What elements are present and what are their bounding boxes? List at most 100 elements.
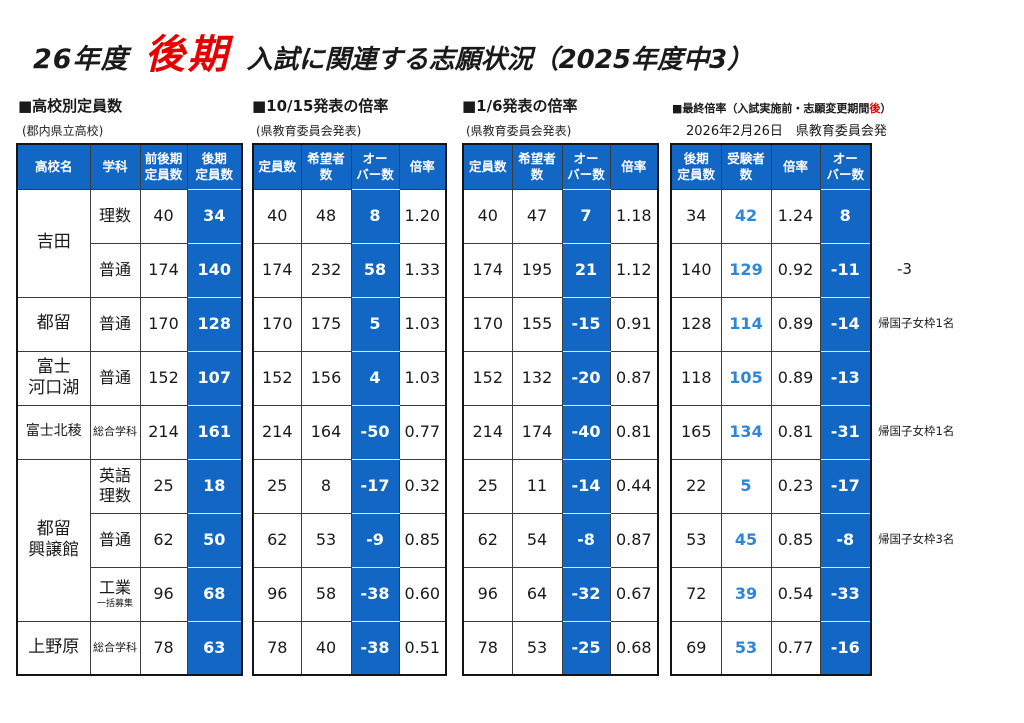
section-heading-capacity: ■高校別定員数 (18, 97, 123, 115)
capacity-cell: 40 (252, 188, 302, 244)
over-count-cell: -31 (819, 404, 872, 460)
over-count-cell: -14 (561, 458, 611, 514)
oct15-row: 40 48 8 1.20 (252, 188, 447, 244)
capacity-cell: 78 (462, 620, 513, 676)
applicants-cell: 164 (300, 404, 352, 460)
post-capacity-cell: 128 (670, 296, 722, 352)
ratio-cell: 1.12 (609, 242, 659, 298)
title-term-highlight: 後期 (144, 32, 231, 78)
department-label: 普通 (98, 260, 131, 279)
post-capacity-cell: 161 (186, 404, 243, 460)
over-count-cell: -14 (819, 296, 872, 352)
header-capacity: 定員数 (252, 143, 302, 190)
post-capacity-cell: 118 (670, 350, 722, 406)
capacity-cell: 40 (462, 188, 513, 244)
jan6-row: 40 47 7 1.18 (462, 188, 659, 244)
department-cell: 総合学科 (89, 404, 141, 460)
school-name-cell: 都留 興譲館 (16, 458, 91, 622)
jan6-row: 25 11 -14 0.44 (462, 458, 659, 514)
ratio-cell: 0.85 (398, 512, 447, 568)
ratio-cell: 1.20 (398, 188, 447, 244)
header-ratio: 倍率 (398, 143, 447, 190)
header-post-capacity: 後期 定員数 (186, 143, 243, 190)
school-name-cell: 都留 (16, 296, 91, 352)
examinees-cell: 53 (720, 620, 772, 676)
jan6-table-header: 定員数 希望者 数 オー バー数 倍率 (462, 143, 659, 190)
jan6-row: 62 54 -8 0.87 (462, 512, 659, 568)
ratio-cell: 0.68 (609, 620, 659, 676)
title-year: 26年度 (33, 44, 129, 75)
section-subheading-oct15: (県教育委員会発表) (256, 124, 362, 138)
ratio-cell: 0.81 (609, 404, 659, 460)
capacity-cell: 174 (252, 242, 302, 298)
capacity-row: 富士 河口湖 普通 152 107 (16, 350, 243, 406)
applicants-cell: 11 (511, 458, 563, 514)
pre-post-capacity-cell: 25 (139, 458, 188, 514)
school-name-cell: 吉田 (16, 188, 91, 298)
pre-post-capacity-cell: 170 (139, 296, 188, 352)
ratio-cell: 0.91 (609, 296, 659, 352)
ratio-cell: 0.51 (398, 620, 447, 676)
over-count-cell: -38 (350, 620, 400, 676)
final-heading-suffix: ） (880, 102, 892, 115)
section-heading-oct15: ■10/15発表の倍率 (252, 97, 389, 115)
examinees-cell: 39 (720, 566, 772, 622)
school-name-cell: 上野原 (16, 620, 91, 676)
applicants-cell: 195 (511, 242, 563, 298)
oct15-row: 62 53 -9 0.85 (252, 512, 447, 568)
applicants-cell: 8 (300, 458, 352, 514)
department-cell: 英語 理数 (89, 458, 141, 514)
examinees-cell: 134 (720, 404, 772, 460)
oct15-row: 152 156 4 1.03 (252, 350, 447, 406)
final-row: 53 45 0.85 -8 (670, 512, 872, 568)
department-cell: 理数 (89, 188, 141, 244)
capacity-cell: 152 (252, 350, 302, 406)
section-subheading-jan6: (県教育委員会発表) (466, 124, 572, 138)
applicants-cell: 47 (511, 188, 563, 244)
pre-post-capacity-cell: 40 (139, 188, 188, 244)
header-school-name: 高校名 (16, 143, 91, 190)
over-count-cell: 4 (350, 350, 400, 406)
row-annotation: 帰国子女枠3名 (878, 532, 955, 546)
oct15-table-header: 定員数 希望者 数 オー バー数 倍率 (252, 143, 447, 190)
row-annotation: 帰国子女枠1名 (878, 316, 955, 330)
ratio-cell: 0.23 (770, 458, 821, 514)
ratio-cell: 1.03 (398, 350, 447, 406)
jan6-row: 152 132 -20 0.87 (462, 350, 659, 406)
department-label: 工業 (98, 577, 131, 597)
header-over-count: オー バー数 (350, 143, 400, 190)
final-announce-date: 2026年2月26日 県教育委員会発 (686, 124, 887, 139)
header-post-capacity: 後期 定員数 (670, 143, 722, 190)
over-count-cell: -38 (350, 566, 400, 622)
ratio-cell: 1.18 (609, 188, 659, 244)
capacity-row: 富士北稜 総合学科 214 161 (16, 404, 243, 460)
jan6-row: 78 53 -25 0.68 (462, 620, 659, 676)
applicants-cell: 175 (300, 296, 352, 352)
applicants-cell: 156 (300, 350, 352, 406)
post-capacity-cell: 34 (670, 188, 722, 244)
title-description: 入試に関連する志願状況（2025年度中3） (246, 45, 754, 75)
oct15-row: 78 40 -38 0.51 (252, 620, 447, 676)
school-name-cell: 富士 河口湖 (16, 350, 91, 406)
over-count-cell: -17 (819, 458, 872, 514)
over-count-cell: -9 (350, 512, 400, 568)
examinees-cell: 45 (720, 512, 772, 568)
final-row: 22 5 0.23 -17 (670, 458, 872, 514)
jan6-row: 96 64 -32 0.67 (462, 566, 659, 622)
header-ratio: 倍率 (609, 143, 659, 190)
ratio-cell: 0.85 (770, 512, 821, 568)
pre-post-capacity-cell: 214 (139, 404, 188, 460)
final-ratio-table: 後期 定員数 受験者 数 倍率 オー バー数 34 42 1.24 8 140 129 0.… (670, 143, 872, 676)
ratio-cell: 0.92 (770, 242, 821, 298)
applicants-cell: 58 (300, 566, 352, 622)
school-name-cell: 富士北稜 (16, 404, 91, 460)
capacity-cell: 62 (462, 512, 513, 568)
applicants-cell: 53 (300, 512, 352, 568)
page-title: 26年度 後期 入試に関連する志願状況（2025年度中3） (33, 22, 753, 80)
capacity-cell: 78 (252, 620, 302, 676)
over-count-cell: -20 (561, 350, 611, 406)
examinees-cell: 129 (720, 242, 772, 298)
post-capacity-cell: 140 (186, 242, 243, 298)
pre-post-capacity-cell: 96 (139, 566, 188, 622)
